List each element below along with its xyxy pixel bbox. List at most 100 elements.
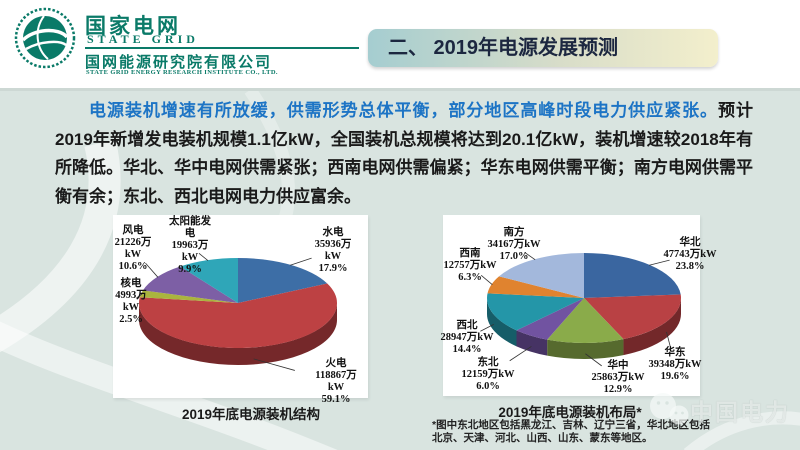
org-name-cn: 国网能源研究院有限公司 (85, 54, 273, 71)
pie-label-line: 12757万kW (443, 260, 497, 271)
pie-label-line: 6.0% (476, 381, 500, 392)
pie-label-line: kW (327, 382, 345, 393)
chart-caption: 2019年底电源装机布局* (498, 405, 642, 420)
pie-leader-line (198, 252, 209, 261)
pie-label-line: 47743万kW (663, 249, 717, 260)
pie-leader-line (509, 346, 532, 362)
pie-leader-line (290, 257, 312, 266)
pie-label-line: 17.0% (499, 251, 529, 262)
pie-label-line: 21226万 (114, 237, 152, 248)
pie-label-line: 2.5% (119, 314, 143, 325)
pie-leader-line (585, 353, 602, 367)
org-name-en: STATE GRID ENERGY RESEARCH INSTITUTE CO.… (86, 69, 278, 76)
pie-label-line: 39348万kW (648, 359, 702, 370)
pie-slice-华东 (584, 294, 681, 340)
forecast-paragraph: 电源装机增速有所放缓，供需形势总体平衡，部分地区高峰时段电力供应紧张。预计201… (55, 97, 753, 211)
logo-divider (85, 47, 359, 49)
pie-leader-line (480, 275, 493, 286)
pie-label-南方: 南方 34167万kW 17.0% (477, 227, 551, 263)
pie-label-line: 华北 (679, 237, 701, 248)
pie-leader-line (145, 262, 159, 278)
paragraph-rest: 预计2019年新增发电装机规模1.1亿kW，全国装机总规模将达到20.1亿kW，… (55, 101, 754, 206)
wechat-icon (650, 393, 689, 425)
pie-label-line: 核电 (120, 278, 142, 289)
pie-label-line: 28947万kW (440, 332, 494, 343)
pie-slice-风电 (142, 266, 238, 303)
logo-title-cn: 国家电网 (85, 15, 181, 38)
pie-label-line: kW (124, 249, 142, 260)
pie-label-line: kW (181, 252, 199, 263)
pie-slice-东北 (516, 298, 584, 340)
pie-slice-核电 (139, 290, 238, 303)
slide-title-banner: 二、 2019年电源发展预测 (368, 29, 718, 67)
pie-leader-line (649, 259, 670, 266)
pie-slice-西北 (487, 293, 584, 331)
pie-label-火电: 火电 118867万 kW 59.1% (310, 358, 362, 406)
pie-label-line: 25863万kW (591, 372, 645, 383)
pie-plot (480, 251, 681, 367)
watermark: 中国电力 (648, 392, 790, 428)
pie-label-核电: 核电 4993万 kW 2.5% (105, 278, 157, 326)
pie-label-华北: 华北 47743万kW 23.8% (653, 237, 727, 273)
pie-label-line: 西北 (456, 320, 478, 331)
pie-slice-南方 (498, 253, 584, 298)
pie-label-华中: 华中 25863万kW 12.9% (581, 360, 655, 396)
pie-label-line: 南方 (503, 227, 525, 238)
pie-label-line: 34167万kW (487, 239, 541, 250)
pie-label-line: kW (324, 251, 342, 262)
chart-caption: 2019年底电源装机结构 (181, 407, 321, 422)
pie-label-西北: 西北 28947万kW 14.4% (430, 320, 504, 356)
pie-slice-side-西北 (487, 298, 517, 347)
pie-slice-华北 (584, 253, 681, 298)
state-grid-logo-icon (14, 7, 76, 69)
pie-leader-line (666, 331, 672, 349)
pie-label-line: 太阳能发电 (169, 216, 211, 239)
pie-label-line: 12.9% (603, 384, 633, 395)
logo-title-en: STATE GRID (87, 32, 199, 46)
pie-label-line: 35936万 (314, 239, 352, 250)
pie-label-风电: 风电 21226万 kW 10.6% (107, 225, 159, 273)
pie-slice-太阳能发电 (180, 258, 238, 303)
pie-slice-华中 (547, 298, 624, 343)
watermark-text: 中国电力 (690, 399, 790, 425)
pie-slice-水电 (238, 258, 328, 303)
pie-label-line: 9.9% (178, 264, 202, 275)
header-bar: 国家电网 STATE GRID 国网能源研究院有限公司 STATE GRID E… (0, 0, 800, 91)
pie-label-line: 火电 (325, 358, 347, 369)
pie-label-东北: 东北 12159万kW 6.0% (451, 357, 525, 393)
pie-slice-side-华中 (547, 339, 624, 359)
pie-label-line: 水电 (322, 227, 344, 238)
pie-label-line: 14.4% (452, 344, 482, 355)
pie-label-水电: 水电 35936万 kW 17.9% (307, 227, 359, 275)
pie-label-line: 19963万 (171, 240, 209, 251)
pie-label-line: 10.6% (118, 261, 148, 272)
pie-label-line: 17.9% (318, 263, 348, 274)
pie-leader-line (136, 293, 143, 299)
pie-slice-side-华东 (623, 298, 681, 356)
pie-label-line: 风电 (122, 225, 144, 236)
pie-label-华东: 华东 39348万kW 19.6% (638, 347, 712, 383)
pie-slice-西南 (487, 276, 584, 298)
paragraph-highlight: 电源装机增速有所放缓，供需形势总体平衡，部分地区高峰时段电力供应紧张。 (89, 101, 719, 120)
pie-label-line: kW (122, 302, 140, 313)
pie-label-line: 华中 (607, 360, 629, 371)
pie-label-line: 西南 (459, 248, 481, 259)
pie-label-line: 东北 (477, 357, 499, 368)
pie-chart-installed-structure: 2019年底电源装机结构 水电 35936万 kW 17.9% 火电 118867万 kW 5… (55, 213, 375, 428)
slide-title: 二、 2019年电源发展预测 (388, 37, 619, 59)
pie-label-line: 4993万 (115, 290, 147, 301)
pie-label-line: 12159万kW (461, 369, 515, 380)
pie-leader-line (480, 324, 494, 332)
pie-leader-line (524, 251, 536, 260)
pie-label-line: 19.6% (660, 371, 690, 382)
pie-label-西南: 西南 12757万kW 6.3% (433, 248, 507, 284)
chart-footnote: *图中东北地区包括黑龙江、吉林、辽宁三省，华北地区包括北京、天津、河北、山西、山… (432, 419, 710, 444)
pie-label-line: 6.3% (458, 272, 482, 283)
pie-label-line: 59.1% (321, 394, 351, 405)
pie-slice-side-东北 (516, 330, 548, 356)
pie-label-太阳能发电: 太阳能发电 19963万 kW 9.9% (164, 216, 216, 276)
pie-label-line: 118867万 (315, 370, 357, 381)
pie-chart-installed-layout: 2019年底电源装机布局* 华北 47743万kW 23.8% 华东 39348万kW 1… (430, 213, 740, 428)
pie-label-line: 23.8% (675, 261, 705, 272)
